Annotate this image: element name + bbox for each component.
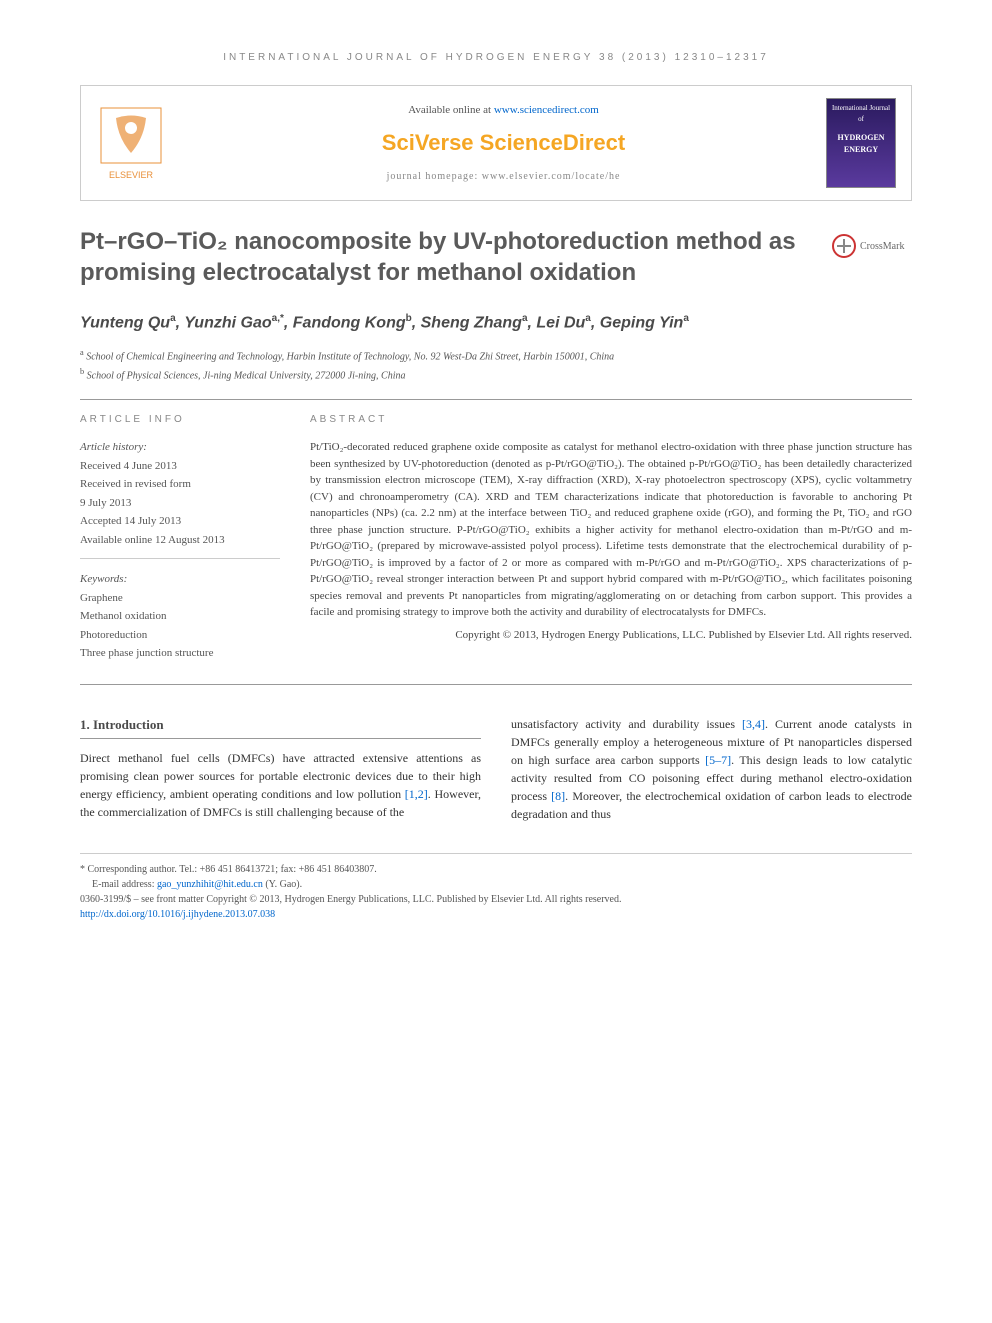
sciencedirect-link[interactable]: www.sciencedirect.com — [494, 104, 599, 116]
ref-link-1-2[interactable]: [1,2] — [405, 787, 428, 801]
cover-small-text: International Journal of — [831, 103, 891, 124]
history-label: Article history: — [80, 439, 280, 456]
keyword-2: Methanol oxidation — [80, 608, 280, 625]
intro-para-right: unsatisfactory activity and durability i… — [511, 715, 912, 823]
elsevier-logo: ELSEVIER — [96, 103, 166, 183]
keyword-3: Photoreduction — [80, 627, 280, 644]
section-1-heading: 1. Introduction — [80, 715, 481, 740]
author-list: Yunteng Qua, Yunzhi Gaoa,*, Fandong Kong… — [80, 311, 912, 335]
abstract-body: Pt/TiO₂-decorated reduced graphene oxide… — [310, 439, 912, 621]
column-left: 1. Introduction Direct methanol fuel cel… — [80, 715, 481, 823]
crossmark-icon — [832, 234, 856, 258]
ref-link-5-7[interactable]: [5–7] — [705, 753, 731, 767]
crossmark-badge[interactable]: CrossMark — [832, 231, 912, 261]
divider-bottom — [80, 684, 912, 685]
available-prefix: Available online at — [408, 104, 494, 116]
email-line: E-mail address: gao_yunzhihit@hit.edu.cn… — [80, 877, 912, 892]
column-right: unsatisfactory activity and durability i… — [511, 715, 912, 823]
email-suffix: (Y. Gao). — [263, 879, 302, 890]
email-label: E-mail address: — [92, 879, 157, 890]
publisher-center: Available online at www.sciencedirect.co… — [181, 102, 826, 185]
affiliation-b: b School of Physical Sciences, Ji-ning M… — [80, 365, 912, 384]
title-row: Pt–rGO–TiO₂ nanocomposite by UV-photored… — [80, 226, 912, 293]
footer-notes: * Corresponding author. Tel.: +86 451 86… — [80, 853, 912, 922]
abstract-header: ABSTRACT — [310, 412, 912, 427]
online-date: Available online 12 August 2013 — [80, 532, 280, 549]
revised-line1: Received in revised form — [80, 476, 280, 493]
info-divider — [80, 558, 280, 559]
revised-line2: 9 July 2013 — [80, 495, 280, 512]
keywords-label: Keywords: — [80, 571, 280, 588]
received-date: Received 4 June 2013 — [80, 458, 280, 475]
affiliation-a: a School of Chemical Engineering and Tec… — [80, 346, 912, 365]
journal-cover-thumbnail: International Journal of HYDROGEN ENERGY — [826, 98, 896, 188]
cover-title: HYDROGEN ENERGY — [831, 132, 891, 156]
crossmark-label: CrossMark — [860, 239, 904, 254]
article-info: ARTICLE INFO Article history: Received 4… — [80, 412, 280, 664]
author-email-link[interactable]: gao_yunzhihit@hit.edu.cn — [157, 879, 263, 890]
divider-top — [80, 399, 912, 400]
available-online-text: Available online at www.sciencedirect.co… — [181, 102, 826, 119]
publisher-box: ELSEVIER Available online at www.science… — [80, 85, 912, 201]
intro-text-2d: . Moreover, the electrochemical oxidatio… — [511, 789, 912, 821]
ref-link-8[interactable]: [8] — [551, 789, 565, 803]
affiliations: a School of Chemical Engineering and Tec… — [80, 346, 912, 385]
elsevier-text: ELSEVIER — [109, 170, 154, 180]
intro-para-left: Direct methanol fuel cells (DMFCs) have … — [80, 749, 481, 821]
keyword-1: Graphene — [80, 590, 280, 607]
keyword-4: Three phase junction structure — [80, 645, 280, 662]
ref-link-3-4[interactable]: [3,4] — [742, 717, 765, 731]
article-title: Pt–rGO–TiO₂ nanocomposite by UV-photored… — [80, 226, 812, 288]
doi-link[interactable]: http://dx.doi.org/10.1016/j.ijhydene.201… — [80, 909, 275, 920]
journal-homepage: journal homepage: www.elsevier.com/locat… — [181, 169, 826, 184]
article-info-header: ARTICLE INFO — [80, 412, 280, 427]
corresponding-author: * Corresponding author. Tel.: +86 451 86… — [80, 862, 912, 877]
journal-running-header: INTERNATIONAL JOURNAL OF HYDROGEN ENERGY… — [80, 50, 912, 65]
sciverse-brand: SciVerse ScienceDirect — [181, 126, 826, 159]
front-matter: 0360-3199/$ – see front matter Copyright… — [80, 892, 912, 907]
abstract-copyright: Copyright © 2013, Hydrogen Energy Public… — [310, 627, 912, 644]
info-abstract-row: ARTICLE INFO Article history: Received 4… — [80, 412, 912, 664]
body-columns: 1. Introduction Direct methanol fuel cel… — [80, 715, 912, 823]
accepted-date: Accepted 14 July 2013 — [80, 513, 280, 530]
intro-text-2a: unsatisfactory activity and durability i… — [511, 717, 742, 731]
abstract: ABSTRACT Pt/TiO₂-decorated reduced graph… — [310, 412, 912, 664]
